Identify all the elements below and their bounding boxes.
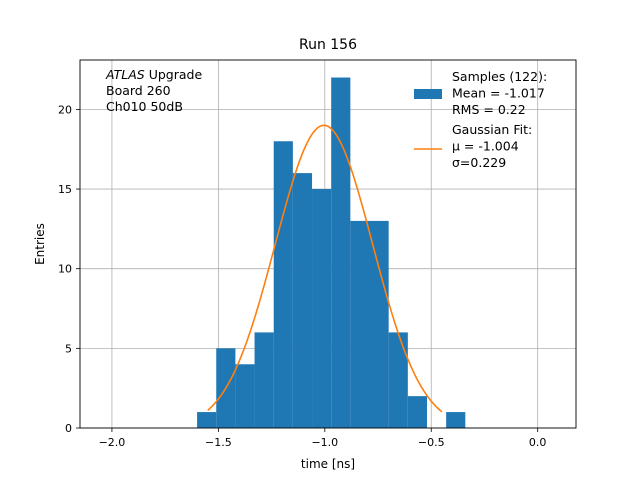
histogram-bar — [350, 220, 370, 428]
histogram-bar — [407, 396, 427, 428]
y-tick-label: 20 — [58, 103, 72, 116]
legend-samples-text: Samples (122): — [452, 69, 547, 84]
annotation-line: Board 260 — [106, 83, 171, 98]
axes-frame — [79, 59, 577, 429]
histogram-bar — [292, 173, 313, 428]
y-tick-label: 10 — [58, 263, 72, 276]
histogram-bar — [273, 141, 293, 428]
legend-samples-swatch — [414, 89, 442, 99]
x-tick-label: −1.5 — [205, 436, 232, 449]
histogram-bar — [312, 189, 332, 428]
legend-samples-text: Mean = -1.017 — [452, 86, 545, 101]
histogram-bar — [254, 332, 274, 428]
x-tick-label: −1.0 — [311, 436, 338, 449]
legend-fit-text: Gaussian Fit: — [452, 122, 532, 137]
y-tick-label: 5 — [65, 342, 72, 355]
legend-fit-text: σ=0.229 — [452, 155, 506, 170]
legend-fit-text: μ = -1.004 — [452, 139, 519, 154]
histogram-bar — [197, 412, 217, 428]
y-tick-label: 15 — [58, 183, 72, 196]
gaussian-fit — [207, 124, 443, 413]
histogram-bar — [369, 220, 389, 428]
legend: Samples (122): Mean = -1.017 RMS = 0.22 G… — [414, 69, 547, 170]
y-axis-label: Entries — [33, 223, 47, 265]
x-tick-label: −2.0 — [99, 436, 126, 449]
atlas-annotation: ATLAS Upgrade Board 260 Ch010 50dB — [105, 67, 202, 114]
y-tick-label: 0 — [65, 422, 72, 435]
annotation-line: ATLAS Upgrade — [105, 67, 202, 82]
histogram-bar — [388, 332, 408, 428]
legend-samples-text: RMS = 0.22 — [452, 102, 526, 117]
annotation-line: Ch010 50dB — [106, 99, 183, 114]
x-axis-label: time [ns] — [301, 457, 355, 471]
x-tick-label: −0.5 — [418, 436, 445, 449]
histogram-bar — [446, 412, 466, 428]
histogram-bar — [235, 364, 255, 428]
histogram-bar — [331, 77, 351, 429]
gaussian-fit-line — [207, 124, 443, 413]
chart-title: Run 156 — [299, 37, 357, 53]
histogram-bars — [197, 77, 466, 429]
axes: −2.0 −1.5 −1.0 −0.5 0.0 0 5 10 15 20 — [58, 59, 577, 449]
x-tick-label: 0.0 — [529, 436, 547, 449]
